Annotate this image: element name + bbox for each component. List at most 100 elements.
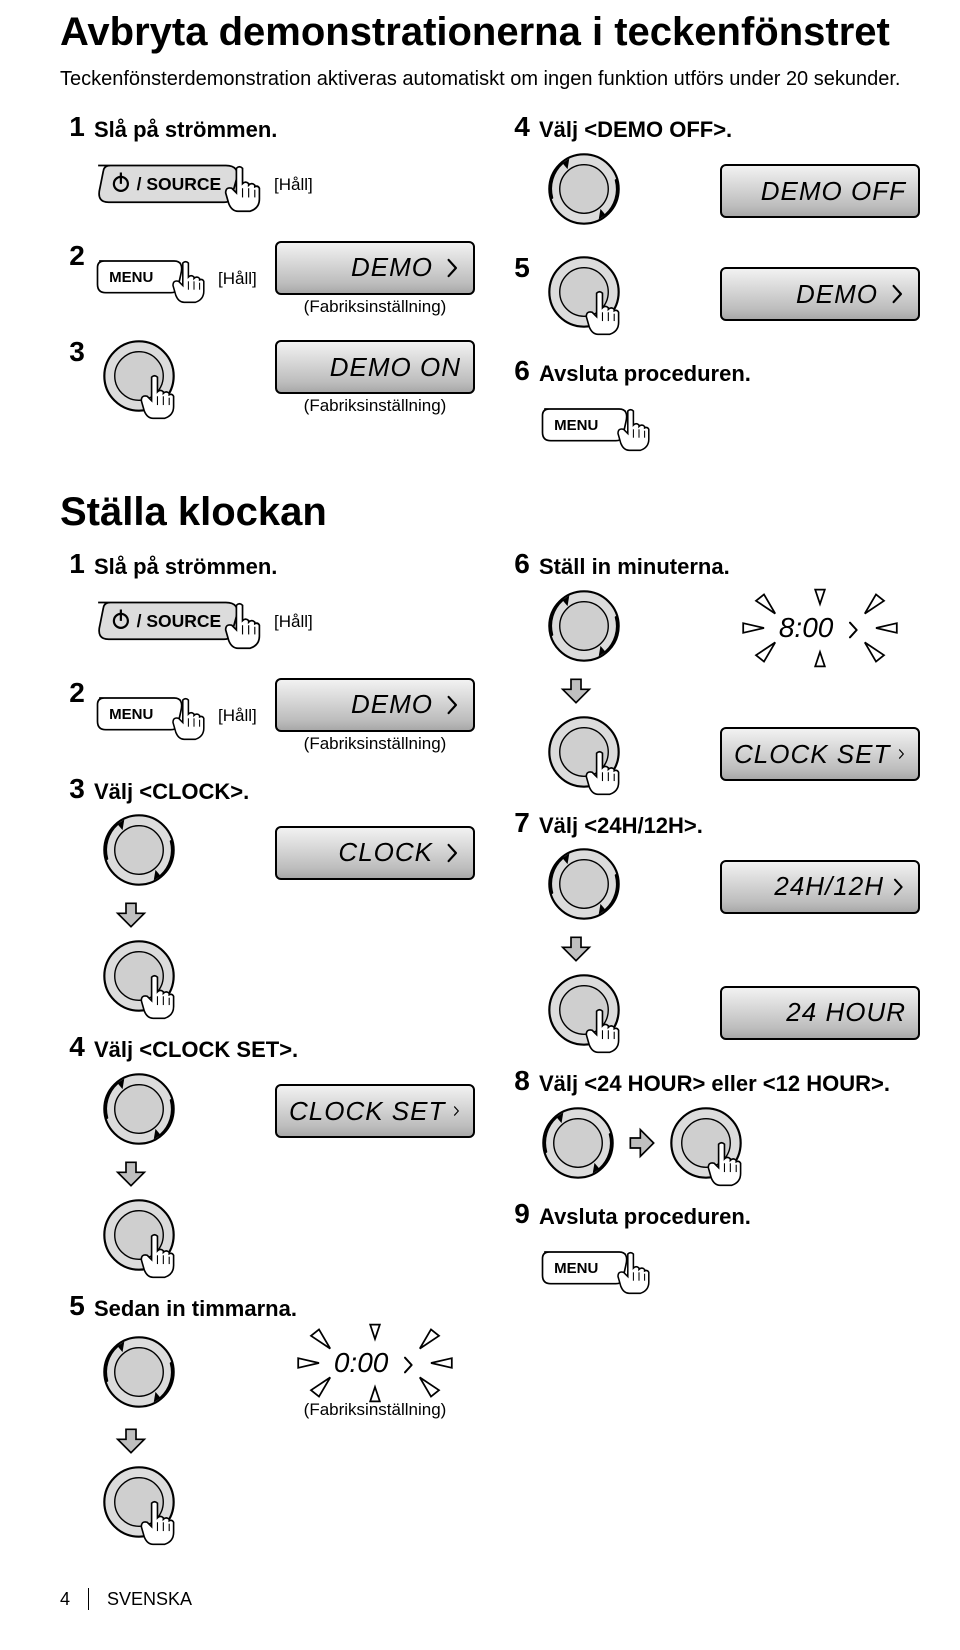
chevron-right-icon	[402, 1355, 416, 1375]
footer-separator	[88, 1588, 89, 1610]
display-text: CLOCK	[338, 837, 433, 868]
sub-label: (Fabriksinställning)	[304, 1400, 447, 1420]
dial-rotate[interactable]	[545, 587, 623, 670]
display-text: 24 HOUR	[786, 997, 906, 1028]
display-panel: DEMO OFF	[720, 164, 920, 218]
step-number: 4	[505, 112, 539, 143]
chevron-right-icon	[453, 1101, 461, 1121]
page-footer: 4 SVENSKA	[60, 1588, 920, 1610]
chevron-right-icon	[847, 620, 861, 640]
rotate-icon	[100, 1070, 178, 1148]
hand-icon	[218, 162, 264, 221]
dial-press[interactable]	[100, 1196, 178, 1279]
dial-press[interactable]	[100, 337, 178, 420]
step-text: Slå på strömmen.	[94, 549, 475, 581]
page-intro: Teckenfönsterdemonstration aktiveras aut…	[60, 66, 920, 92]
display-panel: CLOCK SET	[275, 1084, 475, 1138]
dial-rotate[interactable]	[545, 845, 623, 928]
hand-icon	[218, 599, 264, 658]
display-text: DEMO ON	[330, 352, 461, 383]
arrow-down-icon	[94, 900, 475, 935]
arrow-down-icon	[94, 1159, 475, 1194]
display-text: CLOCK SET	[289, 1096, 445, 1127]
clock-step-8: 8 Välj <24 HOUR> eller <12 HOUR>.	[505, 1066, 920, 1193]
dial-rotate[interactable]	[100, 811, 178, 894]
step-number: 1	[60, 549, 94, 580]
display-panel: DEMO	[720, 267, 920, 321]
dial-press[interactable]	[545, 971, 623, 1054]
chevron-right-icon	[445, 257, 461, 279]
display-text: 24H/12H	[774, 871, 884, 902]
step-text: Välj <24H/12H>.	[539, 808, 920, 840]
step-number: 1	[60, 112, 94, 143]
display-text: DEMO OFF	[761, 176, 906, 207]
arrow-right-icon	[627, 1126, 657, 1165]
rotate-icon	[100, 811, 178, 889]
display-panel: DEMO	[275, 678, 475, 732]
dial-press[interactable]	[100, 1463, 178, 1546]
dial-press[interactable]	[545, 253, 623, 336]
chevron-right-icon	[892, 877, 906, 897]
clock-step-4: 4 Välj <CLOCK SET>. CLOCK SET	[60, 1032, 475, 1285]
rotate-icon	[545, 845, 623, 923]
display-panel: 24H/12H	[720, 860, 920, 914]
step-number: 8	[505, 1066, 539, 1097]
hold-label: [Håll]	[218, 706, 257, 726]
dial-rotate[interactable]	[545, 150, 623, 233]
step-text: Välj <CLOCK SET>.	[94, 1032, 475, 1064]
hand-icon	[166, 257, 208, 312]
display-text: CLOCK SET	[734, 739, 890, 770]
footer-language: SVENSKA	[107, 1589, 192, 1610]
step-text: Välj <24 HOUR> eller <12 HOUR>.	[539, 1066, 920, 1098]
step-number: 7	[505, 808, 539, 839]
step-number: 9	[505, 1199, 539, 1230]
clock-step-1: 1 Slå på strömmen. [Håll]	[60, 549, 475, 664]
demo-step-5: 5 DEMO	[505, 253, 920, 342]
dial-press[interactable]	[100, 937, 178, 1020]
display-text: DEMO	[796, 279, 878, 310]
rotate-icon	[545, 150, 623, 228]
display-text: 0:00	[334, 1347, 389, 1378]
dial-rotate[interactable]	[100, 1070, 178, 1153]
arrow-down-icon	[539, 934, 920, 969]
display-panel: DEMO ON	[275, 340, 475, 394]
hand-icon	[611, 1248, 653, 1303]
hold-label: [Håll]	[218, 269, 257, 289]
step-number: 3	[60, 337, 94, 368]
hand-icon	[579, 747, 623, 804]
dial-rotate[interactable]	[100, 1333, 178, 1416]
page-title: Avbryta demonstrationerna i teckenfönstr…	[60, 10, 920, 54]
dial-press[interactable]	[545, 713, 623, 796]
step-number: 4	[60, 1032, 94, 1063]
step-text: Sedan in timmarna.	[94, 1291, 475, 1323]
hand-icon	[166, 694, 208, 749]
display-text: DEMO	[351, 689, 433, 720]
demo-step-2: 2 [Håll] DEMO (Fabriksinst	[60, 241, 475, 323]
hold-label: [Håll]	[274, 612, 313, 632]
clock-step-5: 5 Sedan in timmarna. 0:00	[60, 1291, 475, 1553]
step-text: Avsluta proceduren.	[539, 356, 920, 388]
sub-label: (Fabriksinställning)	[304, 297, 447, 317]
step-text: Välj <DEMO OFF>.	[539, 112, 920, 144]
hand-icon	[134, 1230, 178, 1287]
hand-icon	[134, 371, 178, 428]
rotate-icon	[100, 1333, 178, 1411]
display-panel: CLOCK	[275, 826, 475, 880]
hand-icon	[134, 1497, 178, 1554]
step-number: 2	[60, 241, 94, 272]
step-number: 5	[60, 1291, 94, 1322]
step-text: Slå på strömmen.	[94, 112, 475, 144]
hand-icon	[611, 405, 653, 460]
display-flash: 8:00	[720, 593, 920, 663]
dial-press[interactable]	[667, 1104, 745, 1187]
sub-label: (Fabriksinställning)	[304, 396, 447, 416]
chevron-right-icon	[890, 283, 906, 305]
arrow-down-icon	[539, 676, 920, 711]
dial-rotate[interactable]	[539, 1104, 617, 1187]
hand-icon	[579, 287, 623, 344]
hand-icon	[701, 1138, 745, 1195]
demo-step-6: 6 Avsluta proceduren.	[505, 356, 920, 467]
step-text: Ställ in minuterna.	[539, 549, 920, 581]
display-text: 8:00	[779, 612, 834, 643]
demo-step-3: 3 DEMO ON (	[60, 337, 475, 426]
